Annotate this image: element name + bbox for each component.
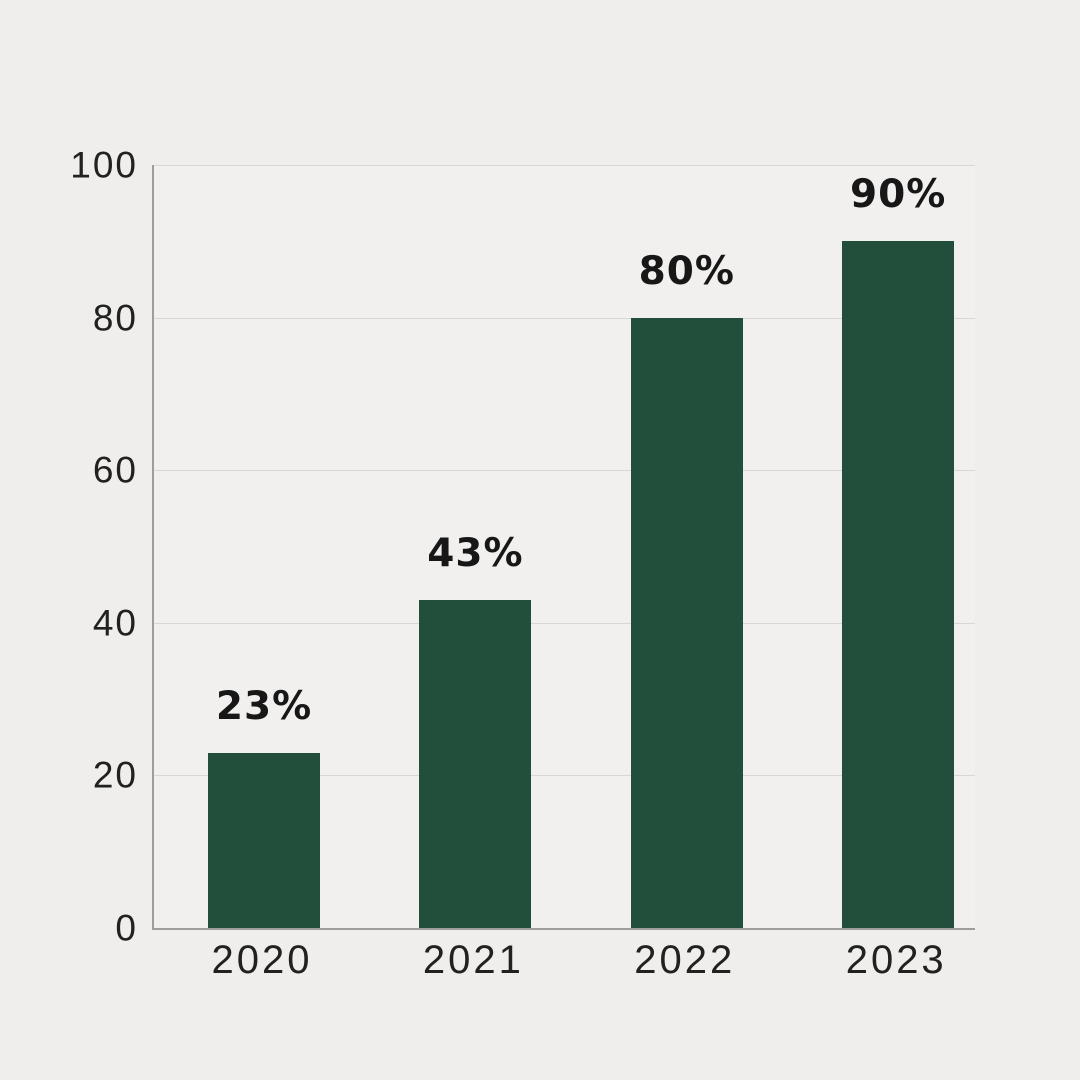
value-label-2020: 23%: [215, 683, 313, 729]
value-label-2021: 43%: [427, 530, 524, 576]
y-tick-label-20: 20: [92, 754, 138, 796]
x-tick-label-2020: 2020: [211, 938, 313, 982]
y-tick-label-60: 60: [92, 449, 138, 491]
gridline-80: [154, 317, 975, 319]
bar-group-2021: 43%: [419, 534, 532, 928]
x-tick-label-2022: 2022: [634, 938, 736, 982]
y-tick-label-80: 80: [92, 297, 138, 339]
gridline-20: [154, 775, 975, 777]
plot-area: 23% 43% 80% 90%: [152, 165, 975, 930]
bar-group-2023: 90%: [842, 175, 955, 928]
value-label-2023: 90%: [850, 172, 947, 218]
x-tick-label-2021: 2021: [422, 938, 524, 982]
bar-2020: [208, 752, 320, 928]
y-tick-label-100: 100: [70, 144, 138, 186]
bar-group-2022: 80%: [630, 252, 743, 928]
bar-group-2020: 23%: [208, 687, 320, 928]
bar-2023: [842, 241, 955, 928]
x-tick-label-2023: 2023: [845, 938, 947, 982]
y-tick-label-40: 40: [92, 602, 138, 644]
value-label-2022: 80%: [638, 248, 735, 294]
gridline-60: [154, 470, 975, 472]
y-tick-label-0: 0: [115, 907, 138, 949]
bar-2022: [630, 317, 743, 928]
gridline-40: [154, 622, 975, 624]
gridline-100: [154, 165, 975, 166]
bar-2021: [419, 599, 532, 928]
